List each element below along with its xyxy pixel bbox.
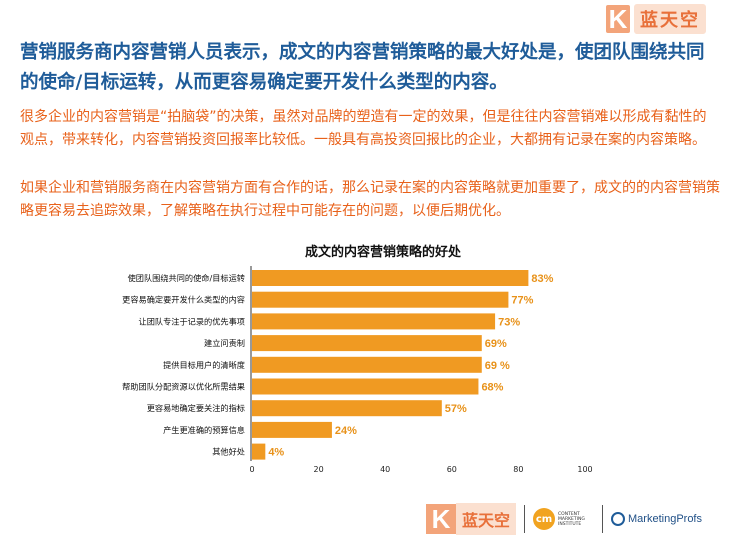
brand-logo-top: K 蓝天空 <box>606 4 718 34</box>
chart-title: 成文的内容营销策略的好处 <box>305 244 462 260</box>
value-label: 77% <box>511 295 533 307</box>
value-label: 73% <box>498 316 520 328</box>
footer-k-icon: K <box>426 504 456 534</box>
marketingprofs-logo-text: MarketingProfs <box>628 513 702 525</box>
category-label: 让团队专注于记录的优先事项 <box>139 316 245 326</box>
category-label: 使团队围绕共同的使命/目标运转 <box>128 273 245 283</box>
category-label: 产生更准确的预算信息 <box>163 425 245 435</box>
category-label: 建立问责制 <box>204 338 245 348</box>
x-tick-label: 0 <box>249 465 254 474</box>
brand-name: 蓝天空 <box>634 4 706 34</box>
bar <box>252 400 442 417</box>
value-label: 24% <box>335 425 357 437</box>
category-label: 提供目标用户的清晰度 <box>163 360 245 370</box>
category-label: 其他好处 <box>212 447 245 457</box>
bar <box>252 291 509 308</box>
value-label: 68% <box>481 382 503 394</box>
footer-brand-name: 蓝天空 <box>456 503 517 535</box>
x-tick-label: 20 <box>314 465 324 474</box>
value-label: 69% <box>485 338 507 350</box>
cmi-logo-icon: cm <box>533 508 556 530</box>
category-label: 更容易地确定要关注的指标 <box>147 403 245 413</box>
x-tick-label: 40 <box>380 465 390 474</box>
paragraph-1: 很多企业的内容营销是“拍脑袋”的决策，虽然对品牌的塑造有一定的效果，但是往往内容… <box>20 109 707 148</box>
footer-logos: K 蓝天空 cm CONTENT MARKETING INSTITUTE Mar… <box>426 503 726 535</box>
value-label: 83% <box>531 273 553 285</box>
value-label: 69 % <box>485 360 510 372</box>
bar <box>252 378 479 395</box>
cmi-logo-text: CONTENT MARKETING INSTITUTE <box>558 511 585 527</box>
bar <box>252 270 529 286</box>
brand-k-icon: K <box>606 4 630 34</box>
bar <box>252 443 266 460</box>
marketingprofs-icon <box>611 512 626 526</box>
category-label: 帮助团队分配资源以优化所需结果 <box>122 382 245 392</box>
paragraph-2: 如果企业和营销服务商在内容营销方面有合作的话，那么记录在案的内容策略就更加重要了… <box>20 180 720 219</box>
x-tick-label: 60 <box>447 465 457 474</box>
bar <box>252 335 482 352</box>
bar <box>252 313 496 330</box>
divider <box>602 505 604 533</box>
headline: 营销服务商内容营销人员表示，成文的内容营销策略的最大好处是，使团队围绕共同的使命… <box>20 42 705 93</box>
x-tick-label: 80 <box>513 465 523 474</box>
value-label: 57% <box>445 403 467 415</box>
bar <box>252 356 482 373</box>
category-label: 更容易确定要开发什么类型的内容 <box>122 295 245 305</box>
divider <box>524 505 526 533</box>
x-tick-label: 100 <box>577 465 592 474</box>
value-label: 4% <box>268 447 284 459</box>
bar <box>252 421 332 438</box>
